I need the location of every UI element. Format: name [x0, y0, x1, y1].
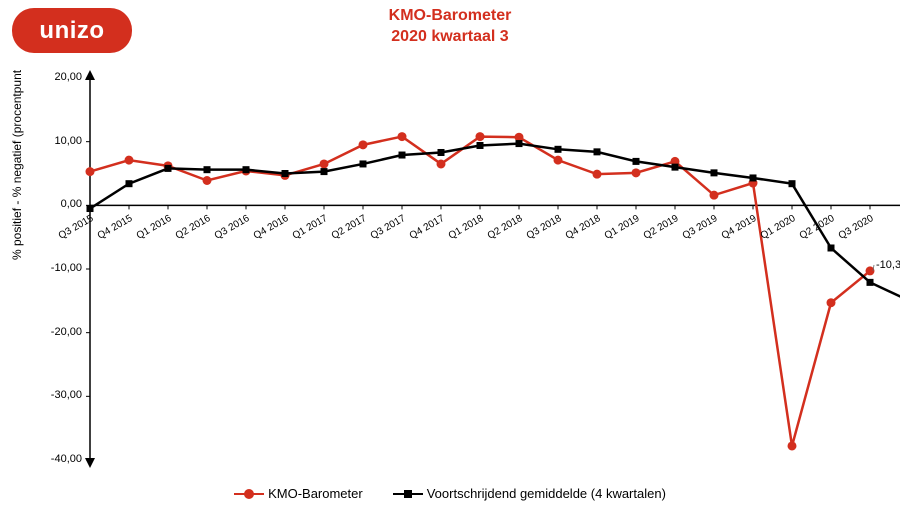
y-tick-label: -30,00: [42, 389, 82, 401]
y-tick-label: 20,00: [42, 71, 82, 83]
legend-swatch-1: [393, 487, 423, 501]
y-tick-label: -10,00: [42, 262, 82, 274]
legend-label-1: Voortschrijdend gemiddelde (4 kwartalen): [427, 486, 666, 501]
legend-label-0: KMO-Barometer: [268, 486, 363, 501]
y-tick-label: 0,00: [42, 198, 82, 210]
legend-item-1: Voortschrijdend gemiddelde (4 kwartalen): [393, 486, 666, 501]
data-point-label: -10,30: [876, 259, 900, 271]
y-tick-label: 10,00: [42, 135, 82, 147]
chart-svg: [0, 0, 900, 507]
y-tick-label: -20,00: [42, 326, 82, 338]
legend-item-0: KMO-Barometer: [234, 486, 363, 501]
chart-area: [0, 0, 900, 507]
legend: KMO-Barometer Voortschrijdend gemiddelde…: [0, 486, 900, 501]
y-tick-label: -40,00: [42, 453, 82, 465]
legend-swatch-0: [234, 487, 264, 501]
